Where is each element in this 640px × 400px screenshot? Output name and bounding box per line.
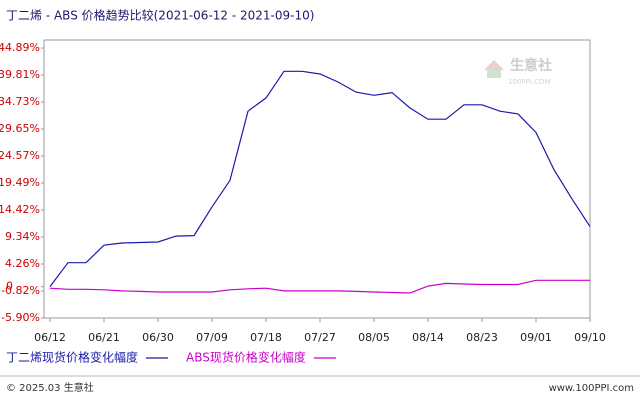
y-tick-label: 9.34% (5, 230, 40, 243)
x-tick-label: 07/18 (250, 331, 282, 344)
x-tick-label: 08/05 (358, 331, 390, 344)
x-tick-label: 08/23 (466, 331, 498, 344)
x-tick-label: 09/10 (574, 331, 606, 344)
x-tick-label: 09/01 (520, 331, 552, 344)
x-tick-label: 06/30 (142, 331, 174, 344)
watermark: 生意社 100PPI.COM (484, 57, 552, 86)
legend-label: 丁二烯现货价格变化幅度 (6, 350, 138, 365)
x-tick-label: 07/27 (304, 331, 336, 344)
y-tick-label: 0 (6, 280, 13, 293)
x-tick-label: 07/09 (196, 331, 228, 344)
watermark-icon (487, 70, 501, 78)
y-tick-label: 19.49% (0, 176, 40, 189)
y-tick-label: 44.89% (0, 41, 40, 54)
x-tick-label: 06/12 (34, 331, 66, 344)
y-tick-label: 39.81% (0, 68, 40, 81)
y-tick-label: -0.82% (1, 284, 40, 297)
x-tick-label: 06/21 (88, 331, 120, 344)
y-tick-label: -5.90% (1, 311, 40, 324)
watermark-icon (484, 60, 504, 70)
legend-label: ABS现货价格变化幅度 (186, 350, 306, 365)
y-tick-label: 4.26% (5, 257, 40, 270)
watermark-site: 100PPI.COM (508, 78, 551, 86)
footer-copyright: © 2025.03 生意社 (6, 381, 94, 394)
y-tick-label: 29.65% (0, 122, 40, 135)
series-line (49, 70, 591, 287)
watermark-name: 生意社 (510, 57, 552, 74)
chart-title: 丁二烯 - ABS 价格趋势比较(2021-06-12 - 2021-09-10… (6, 8, 314, 23)
y-tick-label: 24.57% (0, 149, 40, 162)
y-tick-label: 14.42% (0, 203, 40, 216)
footer-site: www.100PPI.com (549, 383, 634, 394)
series-line (49, 279, 590, 294)
x-tick-label: 08/14 (412, 331, 444, 344)
y-tick-label: 34.73% (0, 95, 40, 108)
plot-frame (43, 39, 591, 319)
